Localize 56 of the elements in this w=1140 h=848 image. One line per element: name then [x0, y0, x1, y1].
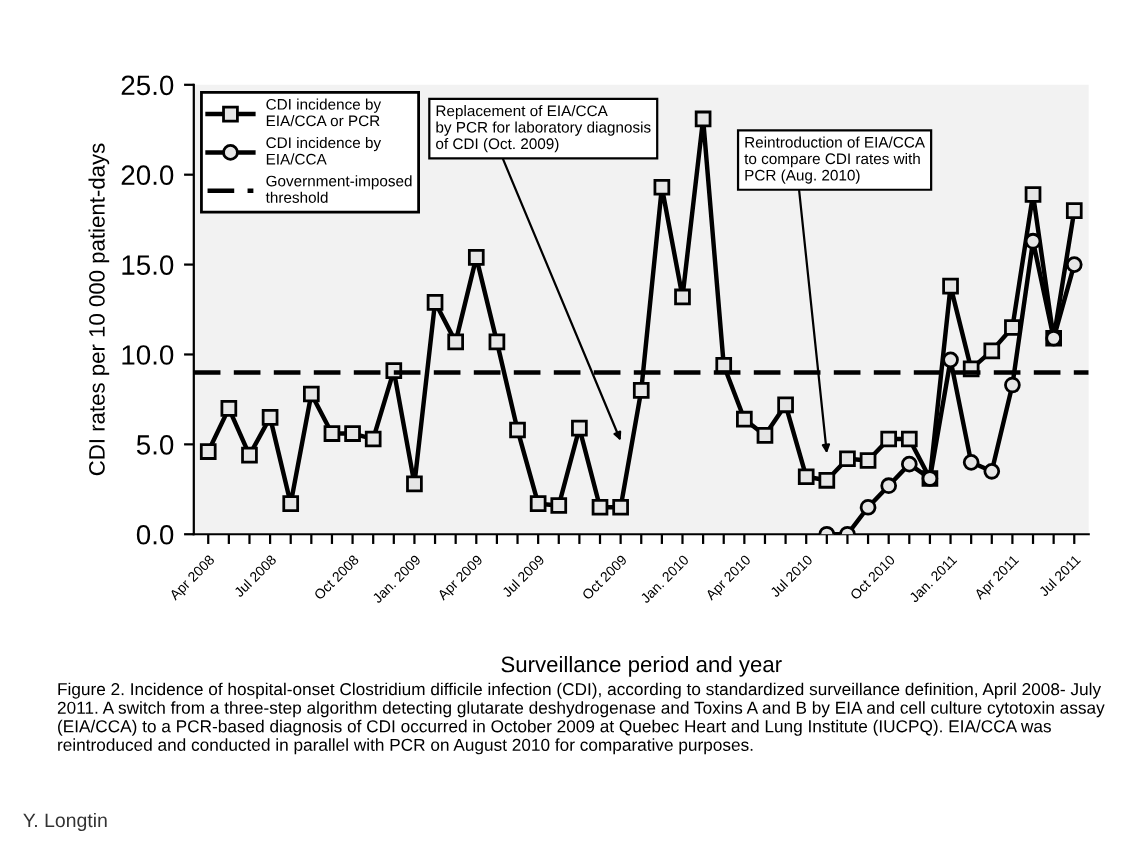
y-tick-label: 20.0 — [121, 165, 174, 186]
point — [406, 475, 423, 493]
caption: Figure 2. Incidence of hospital-onset Clostridium difficile infection (CDI), according to standardized surveillance definition, April 2008- July 2011. A switch from a three-step algorithm detecting glutarate deshydrogenase and Toxins A and B by EIA and cell culture cytotoxin assay (EIA/CCA) to a PCR-based diagnosis of CDI occurred in October 2009 at Quebec Heart and Lung Institute (IUCPQ). EIA/CCA was reintroduced and conducted in parallel with PCR on August 2010 for comparative purposes. — [57, 682, 1105, 755]
y-tick-label: 25.0 — [121, 75, 174, 96]
point — [859, 498, 877, 516]
point — [1065, 256, 1083, 273]
point — [1004, 376, 1021, 394]
point — [550, 497, 568, 514]
point — [900, 430, 918, 448]
point — [612, 498, 629, 516]
point — [282, 495, 300, 513]
point — [241, 446, 258, 464]
point — [756, 427, 774, 444]
point — [818, 471, 836, 489]
point — [962, 454, 980, 471]
point — [509, 421, 526, 439]
point — [900, 455, 918, 473]
point — [199, 443, 217, 460]
point — [571, 419, 588, 437]
point — [632, 382, 650, 399]
y-tick-label: 15.0 — [122, 255, 174, 275]
point — [591, 498, 609, 516]
point — [880, 430, 898, 448]
point — [303, 385, 320, 403]
point — [488, 333, 506, 351]
point — [736, 410, 753, 428]
point — [220, 400, 238, 417]
point — [344, 425, 361, 442]
point — [942, 351, 959, 369]
point — [777, 396, 794, 414]
point — [694, 110, 712, 128]
point — [261, 409, 279, 426]
y-tick-label: 0.0 — [136, 524, 174, 545]
point — [880, 477, 898, 495]
point — [1024, 186, 1042, 203]
point — [653, 178, 671, 196]
y-axis-title: CDI rates per 10 000 patient-days — [88, 143, 110, 476]
point — [674, 288, 691, 306]
point — [1004, 319, 1021, 336]
point — [529, 495, 547, 513]
point — [467, 249, 485, 266]
point — [983, 462, 1001, 480]
point — [364, 430, 382, 448]
point — [983, 342, 1001, 360]
y-tick-label: 10.0 — [122, 345, 174, 365]
point — [447, 333, 465, 351]
point — [839, 450, 856, 468]
point — [1065, 202, 1083, 219]
y-tick-label: 5.0 — [136, 435, 174, 455]
point — [797, 468, 815, 486]
point — [859, 452, 877, 469]
point — [323, 425, 341, 442]
x-axis-title: Surveillance period and year — [501, 655, 782, 677]
text: Y. Longtin — [23, 812, 107, 832]
point — [426, 293, 444, 311]
point — [942, 277, 959, 295]
